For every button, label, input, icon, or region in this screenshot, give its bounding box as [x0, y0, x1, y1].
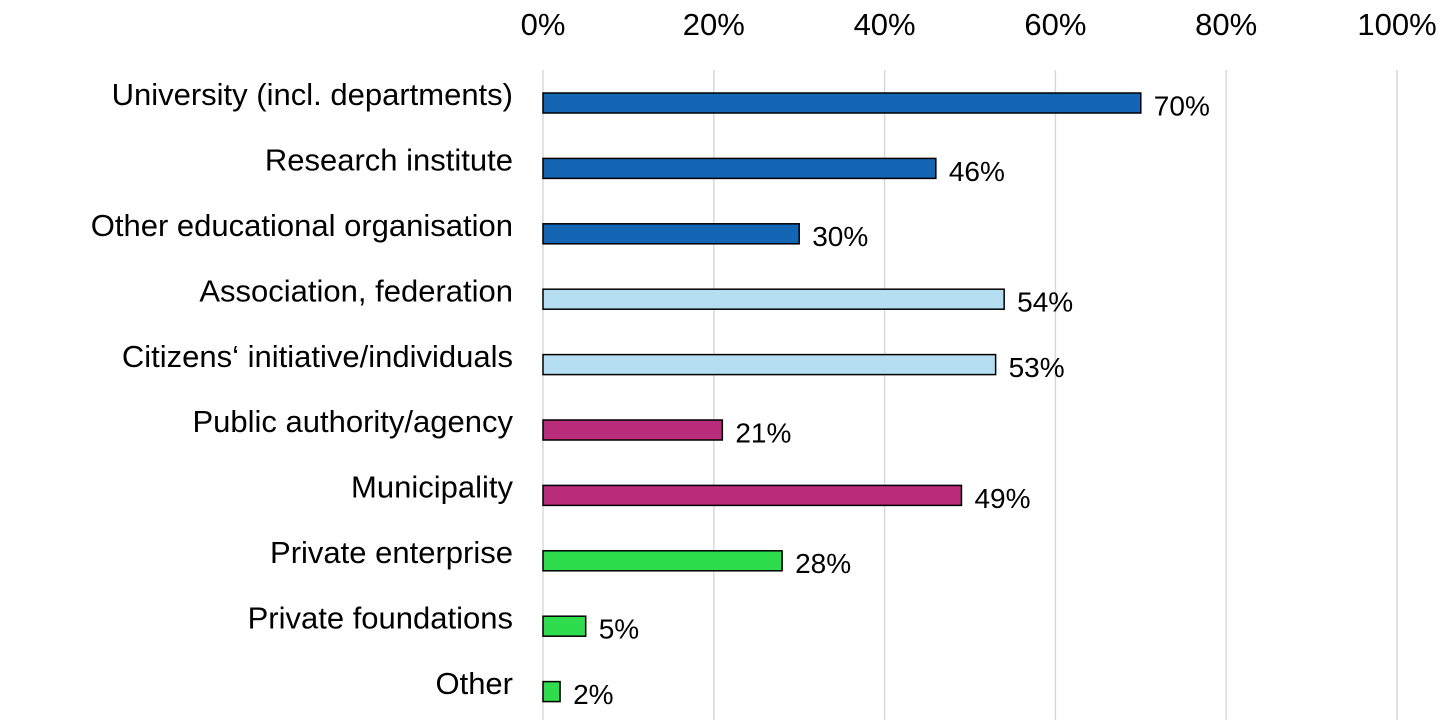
y-tick-label: University (incl. departments): [112, 77, 513, 112]
bar: [542, 92, 1142, 114]
bar: [542, 615, 587, 637]
y-tick-label: Other: [435, 666, 513, 701]
y-tick-label: Citizens‘ initiative/individuals: [122, 339, 513, 374]
bar: [542, 223, 800, 245]
value-label: 46%: [949, 156, 1005, 187]
value-label: 70%: [1154, 90, 1210, 121]
y-tick-label: Private enterprise: [270, 535, 513, 570]
y-tick-label: Municipality: [351, 470, 513, 505]
bar: [542, 353, 997, 376]
bar: [542, 680, 561, 703]
bar: [542, 288, 1005, 310]
bar: [542, 550, 783, 572]
y-tick-label: Other educational organisation: [91, 208, 513, 243]
y-tick-label: Private foundations: [248, 600, 513, 635]
value-label: 21%: [735, 417, 791, 448]
value-label: 28%: [795, 548, 851, 579]
x-tick-label: 100%: [1357, 7, 1436, 42]
x-tick-label: 0%: [521, 7, 566, 42]
bar: [542, 157, 937, 180]
value-label: 2%: [573, 679, 613, 710]
value-label: 30%: [812, 221, 868, 252]
x-tick-label: 40%: [854, 7, 916, 42]
value-label: 53%: [1009, 352, 1065, 383]
value-label: 54%: [1017, 287, 1073, 318]
bar: [542, 484, 963, 507]
x-tick-label: 20%: [683, 7, 745, 42]
y-tick-label: Association, federation: [199, 273, 513, 308]
y-tick-label: Public authority/agency: [192, 404, 513, 439]
x-tick-label: 60%: [1024, 7, 1086, 42]
bar: [542, 419, 724, 441]
value-label: 5%: [599, 614, 639, 645]
value-label: 49%: [974, 483, 1030, 514]
y-tick-label: Research institute: [265, 143, 513, 178]
x-tick-label: 80%: [1195, 7, 1257, 42]
